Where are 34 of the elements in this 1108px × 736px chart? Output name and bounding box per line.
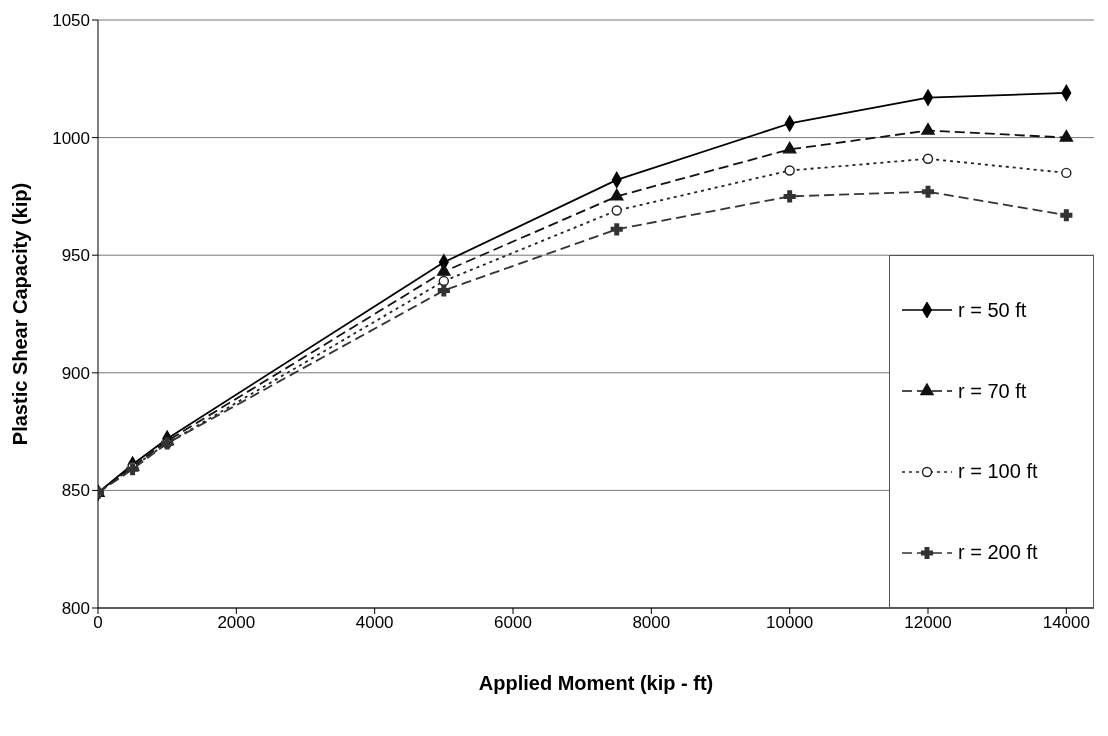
point [437, 284, 450, 297]
y-tick-label: 800 [61, 599, 90, 619]
x-tick-label: 8000 [632, 613, 671, 633]
legend-label: r = 100 ft [958, 460, 1038, 484]
point [921, 185, 935, 198]
point [783, 190, 796, 203]
x-tick-label: 14000 [1042, 613, 1090, 633]
y-tick-label: 850 [61, 481, 90, 501]
legend-label: r = 50 ft [958, 298, 1027, 322]
point [922, 153, 934, 164]
x-tick-label: 4000 [355, 613, 394, 633]
point [1060, 209, 1073, 222]
point [610, 223, 623, 236]
point [1059, 129, 1074, 142]
point [609, 188, 624, 201]
x-tick-label: 12000 [904, 613, 952, 633]
point [784, 165, 795, 176]
y-tick-label: 950 [61, 246, 90, 266]
y-tick-label: 1050 [52, 11, 90, 31]
x-tick-label: 10000 [766, 613, 814, 633]
point [782, 141, 797, 154]
legend-label: r = 200 ft [958, 541, 1038, 565]
x-axis-title: Applied Moment (kip - ft) [478, 672, 714, 694]
y-tick-label: 1000 [52, 128, 90, 148]
x-tick-label: 2000 [217, 613, 256, 633]
y-tick-label: 900 [61, 363, 90, 383]
point [437, 263, 451, 276]
x-tick-label: 0 [93, 613, 103, 633]
legend-label: r = 70 ft [958, 379, 1027, 403]
point [1061, 167, 1072, 179]
y-axis-title: Plastic Shear Capacity (kip) [9, 182, 32, 446]
point [611, 205, 622, 216]
x-tick-label: 6000 [494, 613, 532, 633]
point [921, 122, 935, 135]
